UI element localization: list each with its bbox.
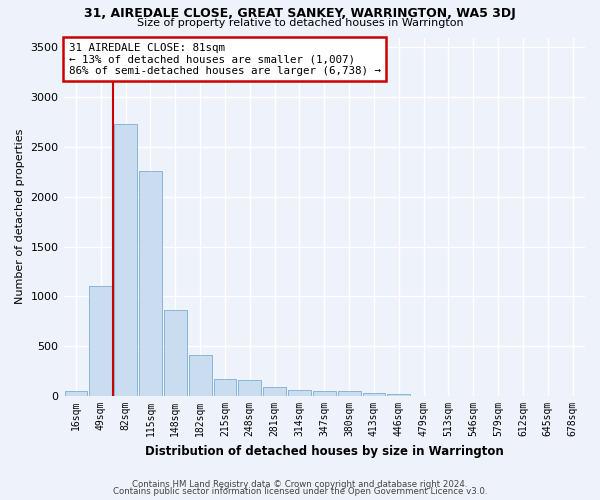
Bar bbox=[362, 393, 385, 396]
Bar bbox=[214, 378, 236, 396]
Bar bbox=[338, 391, 361, 396]
Bar bbox=[164, 310, 187, 396]
Text: 31, AIREDALE CLOSE, GREAT SANKEY, WARRINGTON, WA5 3DJ: 31, AIREDALE CLOSE, GREAT SANKEY, WARRIN… bbox=[84, 8, 516, 20]
Text: Size of property relative to detached houses in Warrington: Size of property relative to detached ho… bbox=[137, 18, 463, 28]
Bar bbox=[65, 390, 88, 396]
Text: Contains public sector information licensed under the Open Government Licence v3: Contains public sector information licen… bbox=[113, 487, 487, 496]
Bar bbox=[89, 286, 112, 396]
Bar bbox=[388, 394, 410, 396]
Bar bbox=[188, 354, 212, 396]
Bar bbox=[288, 390, 311, 396]
Bar bbox=[263, 387, 286, 396]
Bar bbox=[238, 380, 261, 396]
Bar bbox=[114, 124, 137, 396]
Y-axis label: Number of detached properties: Number of detached properties bbox=[15, 129, 25, 304]
Text: 31 AIREDALE CLOSE: 81sqm
← 13% of detached houses are smaller (1,007)
86% of sem: 31 AIREDALE CLOSE: 81sqm ← 13% of detach… bbox=[69, 43, 381, 76]
Bar bbox=[313, 391, 335, 396]
X-axis label: Distribution of detached houses by size in Warrington: Distribution of detached houses by size … bbox=[145, 444, 503, 458]
Bar bbox=[139, 171, 162, 396]
Text: Contains HM Land Registry data © Crown copyright and database right 2024.: Contains HM Land Registry data © Crown c… bbox=[132, 480, 468, 489]
